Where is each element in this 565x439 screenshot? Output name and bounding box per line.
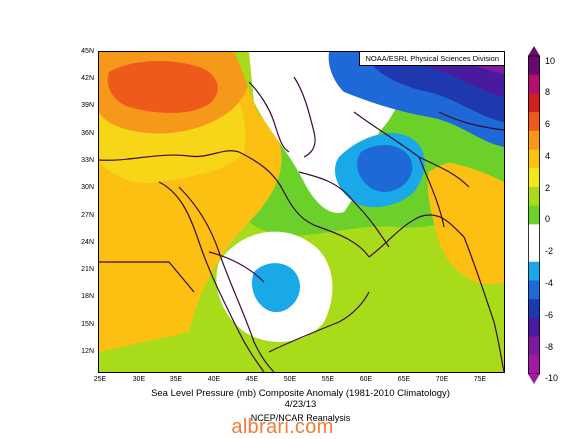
lon-label: 55E: [321, 376, 335, 383]
colorbar-band: [528, 56, 540, 76]
colorbar-band: [528, 74, 540, 94]
lat-label: 21N: [81, 266, 94, 273]
lat-label: 15N: [81, 321, 94, 328]
lat-label: 24N: [81, 239, 94, 246]
lat-label: 39N: [81, 102, 94, 109]
data-source: NCEP/NCAR Reanalysis: [250, 413, 351, 423]
lon-label: 45E: [245, 376, 259, 383]
colorbar: [528, 46, 540, 384]
caspian-west: [248, 81, 290, 153]
lat-label: 27N: [81, 212, 94, 219]
colorbar-band: [528, 130, 540, 151]
central-asia-border: [353, 111, 470, 188]
lat-label: 30N: [81, 184, 94, 191]
colorbar-band: [528, 112, 540, 132]
map-title: Sea Level Pressure (mb) Composite Anomal…: [151, 388, 450, 399]
red-sea-east-coast: [178, 186, 275, 372]
colorbar-label: -4: [545, 278, 554, 288]
colorbar-band: [528, 205, 540, 225]
anomaly-blue-low-iran: [357, 145, 413, 192]
india-west-coast: [463, 236, 504, 372]
lat-label: 42N: [81, 75, 94, 82]
lon-label: 75E: [473, 376, 487, 383]
arabia-south-coast: [268, 291, 370, 353]
caspian-east: [293, 76, 316, 158]
lon-label: 65E: [397, 376, 411, 383]
pressure-anomaly-map: [99, 52, 504, 372]
turkey-south-coast: [99, 150, 240, 161]
kazakhstan-border: [438, 111, 504, 131]
gulf-coast: [238, 151, 370, 258]
lon-label: 60E: [359, 376, 373, 383]
colorbar-label: -10: [545, 373, 559, 383]
colorbar-band: [528, 336, 540, 356]
colorbar-label: -8: [545, 342, 554, 352]
iran-pakistan-coast: [368, 214, 465, 258]
colorbar-bottom-arrow: [528, 374, 540, 384]
colorbar-label: 2: [545, 183, 551, 193]
colorbar-band: [528, 243, 540, 263]
colorbar-label: -2: [545, 246, 554, 256]
colorbar-bands: [528, 55, 540, 375]
egypt-sudan-border: [99, 261, 195, 293]
red-sea-west-coast: [158, 181, 265, 372]
colorbar-band: [528, 261, 540, 281]
colorbar-band: [528, 186, 540, 207]
anomaly-blue-low-arabia: [251, 263, 300, 313]
colorbar-band: [528, 280, 540, 300]
colorbar-band: [528, 224, 540, 244]
colorbar-label: -6: [545, 310, 554, 320]
colorbar-label: 0: [545, 214, 551, 224]
saudi-border: [208, 251, 265, 283]
colorbar-band: [528, 299, 540, 319]
anomaly-green-northeast: [419, 135, 504, 182]
anomaly-red-core: [107, 60, 218, 113]
lat-label: 33N: [81, 157, 94, 164]
borders-layer: [99, 76, 504, 372]
watermark: albrari.com: [231, 416, 334, 438]
lon-label: 40E: [207, 376, 221, 383]
lon-label: 30E: [132, 376, 146, 383]
lon-label: 25E: [93, 376, 107, 383]
colorbar-label: 6: [545, 119, 551, 129]
colorbar-top-arrow: [528, 46, 540, 56]
anomaly-yellow-east: [427, 160, 504, 285]
colorbar-band: [528, 168, 540, 188]
map-date: 4/23/13: [284, 399, 317, 410]
credit-label: NOAA/ESRL Physical Sciences Division: [359, 52, 504, 66]
lon-label: 50E: [283, 376, 297, 383]
afghan-border: [418, 156, 445, 228]
colorbar-label: 10: [545, 56, 556, 66]
lat-label: 36N: [81, 130, 94, 137]
colorbar-band: [528, 93, 540, 113]
iran-border: [298, 171, 390, 248]
colorbar-label: 4: [545, 151, 551, 161]
lat-label: 45N: [81, 48, 94, 55]
colorbar-band: [528, 355, 540, 375]
colorbar-label: 8: [545, 87, 551, 97]
colorbar-band: [528, 149, 540, 169]
lat-label: 18N: [81, 293, 94, 300]
map-panel: NOAA/ESRL Physical Sciences Division: [98, 51, 505, 373]
lon-label: 70E: [435, 376, 449, 383]
colorbar-band: [528, 317, 540, 338]
lat-label: 12N: [81, 348, 94, 355]
lon-label: 35E: [169, 376, 183, 383]
